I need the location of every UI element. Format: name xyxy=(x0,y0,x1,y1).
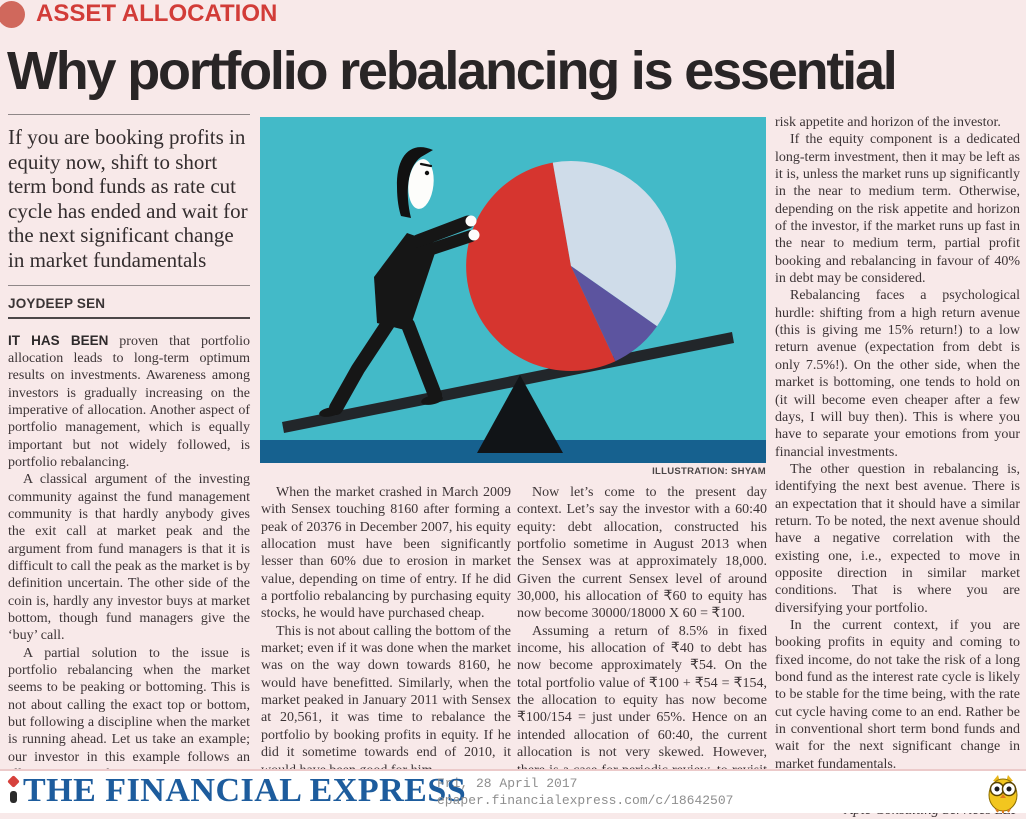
section-bullet-icon xyxy=(0,1,25,28)
rule-byline-bottom xyxy=(8,316,250,319)
paragraph: IT HAS BEEN proven that portfolio alloca… xyxy=(8,332,250,470)
section-title: ASSET ALLOCATION xyxy=(36,0,278,27)
paragraph: When the market crashed in March 2009 wi… xyxy=(261,485,511,622)
rule-standfirst-bottom xyxy=(8,284,250,286)
illustration-credit: ILLUSTRATION: SHYAM xyxy=(652,466,766,477)
epaper-url-link[interactable]: epaper.financialexpress.com/c/18642507 xyxy=(437,793,734,808)
pie-chart xyxy=(466,161,676,371)
column-4: risk appetite and horizon of the investo… xyxy=(775,114,1020,819)
paragraph: Rebalancing faces a psychological hurdle… xyxy=(775,288,1020,460)
article-illustration xyxy=(260,117,766,463)
paragraph: A classical argument of the investing co… xyxy=(8,472,250,644)
column-3: Now let’s come to the present day contex… xyxy=(517,484,767,796)
paragraph: The other question in rebalancing is, id… xyxy=(775,461,1020,616)
owl-mascot-icon xyxy=(984,773,1022,818)
column-2: When the market crashed in March 2009 wi… xyxy=(261,484,511,779)
rule-top xyxy=(8,114,250,115)
paragraph: risk appetite and horizon of the investo… xyxy=(775,115,1001,130)
column-1: If you are booking profits in equity now… xyxy=(8,114,250,801)
person-figure xyxy=(319,147,480,417)
paragraph: If the equity component is a dedicated l… xyxy=(775,132,1020,287)
lead-in: IT HAS BEEN xyxy=(8,332,109,348)
paragraph: In the current context, if you are booki… xyxy=(775,617,1020,772)
paragraph: Now let’s come to the present day contex… xyxy=(517,485,767,622)
epaper-date: Fri, 28 April 2017 xyxy=(437,776,578,791)
standfirst: If you are booking profits in equity now… xyxy=(8,125,248,272)
masthead-ornament-icon xyxy=(7,775,20,809)
epaper-footer: THE FINANCIAL EXPRESS Fri, 28 April 2017… xyxy=(0,769,1026,813)
newspaper-masthead: THE FINANCIAL EXPRESS xyxy=(23,772,467,809)
paragraph: This is not about calling the bottom of … xyxy=(261,623,511,778)
seesaw-pie-illustration xyxy=(260,117,766,463)
body-column-1: IT HAS BEEN proven that portfolio alloca… xyxy=(8,332,250,801)
article-headline: Why portfolio rebalancing is essential xyxy=(7,41,898,101)
epaper-meta: Fri, 28 April 2017 epaper.financialexpre… xyxy=(437,775,733,809)
byline: JOYDEEP SEN xyxy=(8,295,106,311)
